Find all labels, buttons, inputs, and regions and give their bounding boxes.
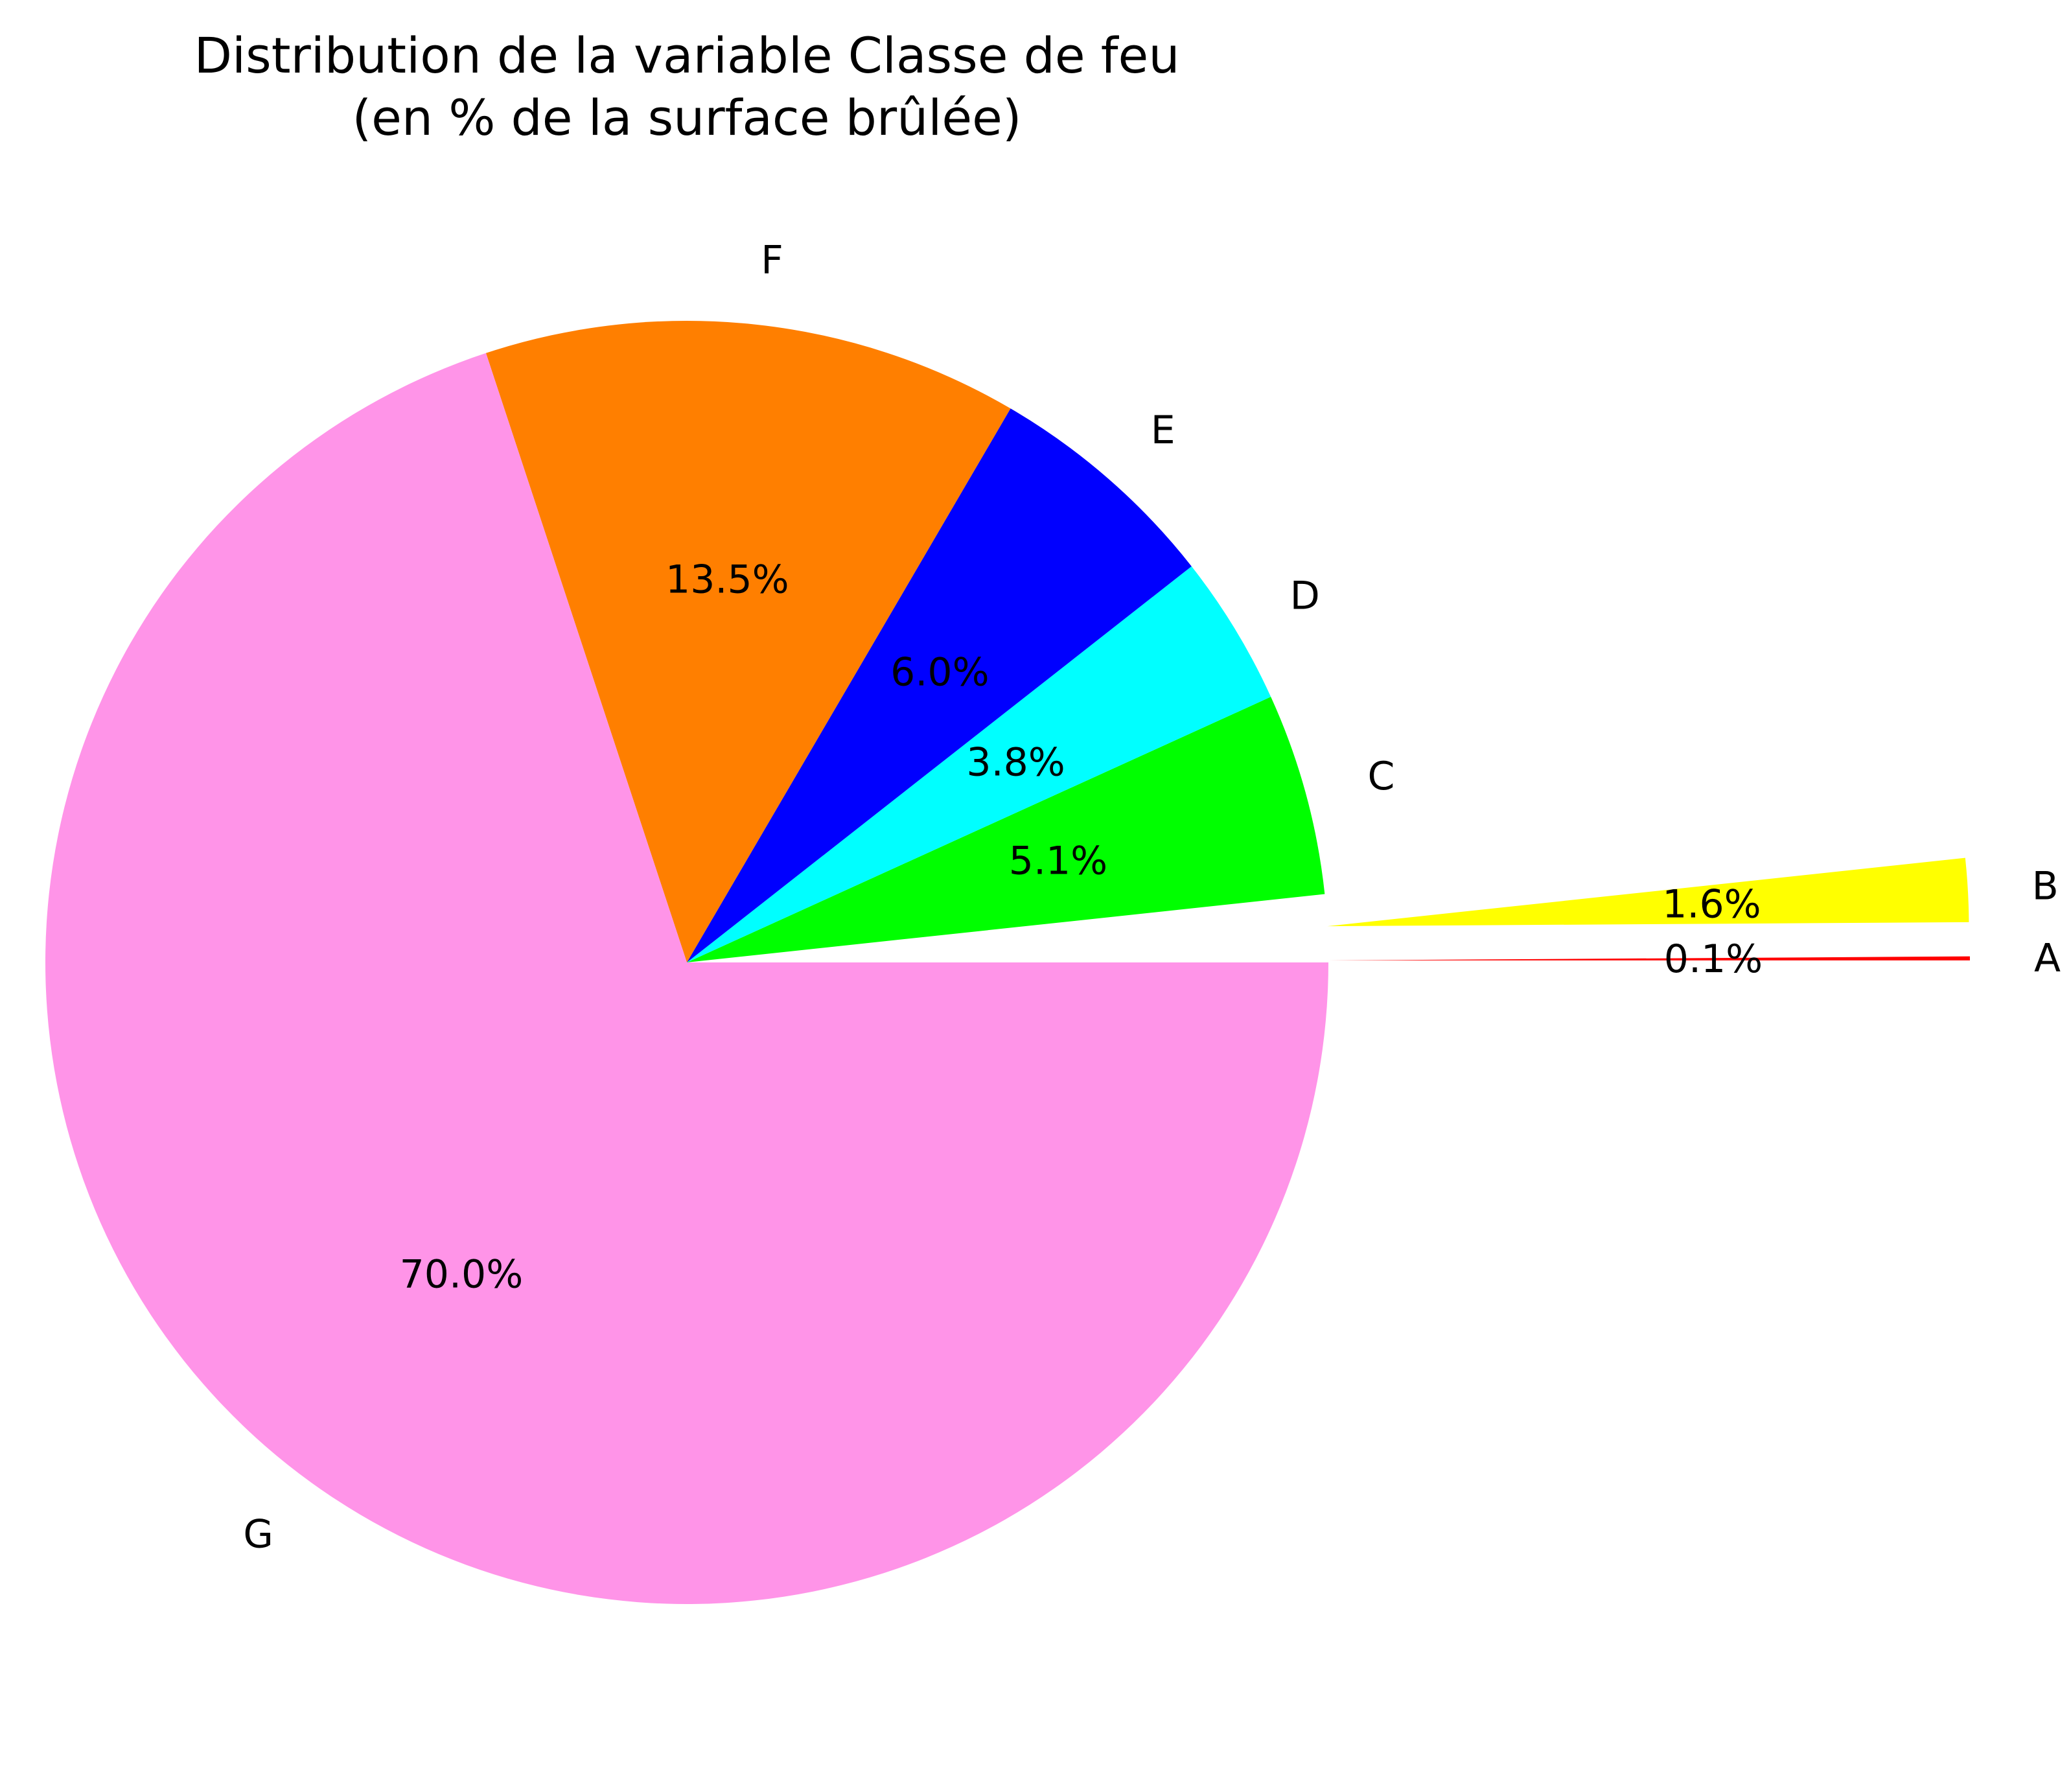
slice-percent-g: 70.0% [400,1251,524,1297]
chart-subtitle: (en % de la surface brûlée) [352,89,1021,146]
pie-slice-g [45,353,1329,1604]
slice-label-c: C [1367,754,1394,799]
slice-label-e: E [1151,408,1175,453]
pie-slice-e [687,408,1192,962]
pie-slice-a [1328,956,1970,960]
pie-slices [45,321,1970,1604]
slice-label-f: F [761,238,783,283]
pie-slice-f [485,321,1011,962]
slice-label-b: B [2032,864,2059,909]
slice-percent-c: 5.1% [1009,838,1107,883]
pie-slice-b [1327,857,1969,927]
slice-percent-a: 0.1% [1664,937,1763,982]
slice-label-g: G [243,1511,273,1557]
slice-percent-e: 6.0% [890,649,989,695]
slice-percent-b: 1.6% [1662,882,1761,927]
pie-slice-d [687,566,1271,962]
slice-label-a: A [2034,935,2061,981]
pie-labels: A 0.1% B 1.6% C 5.1% D 3.8% E 6.0% F 13.5% G 70.0% [243,238,2061,1557]
slice-label-d: D [1290,573,1320,618]
slice-percent-f: 13.5% [665,557,789,602]
pie-slice-c [687,697,1325,962]
slice-percent-d: 3.8% [966,740,1065,785]
chart-title: Distribution de la variable Classe de fe… [194,27,1179,84]
